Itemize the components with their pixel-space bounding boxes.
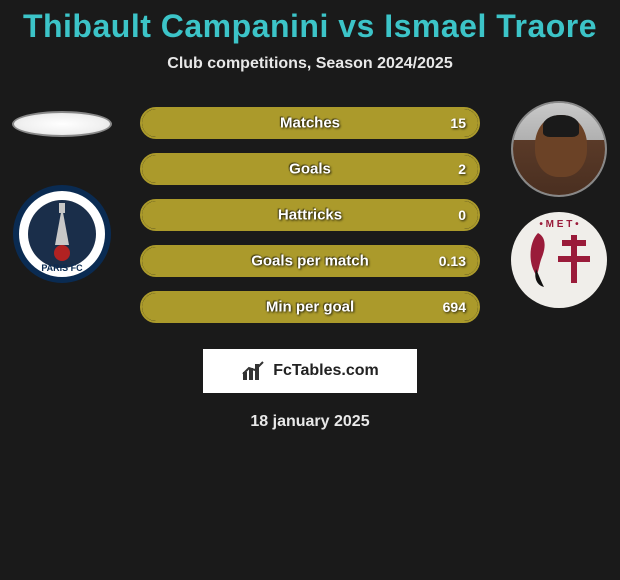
- brand-chart-icon: [241, 360, 267, 382]
- player-left-photo: [12, 111, 112, 137]
- stat-bar-label: Matches: [280, 115, 340, 132]
- player-right-photo: [511, 101, 607, 197]
- stat-bar-label: Goals per match: [251, 253, 369, 270]
- stat-bar: Goals 2: [140, 153, 480, 185]
- svg-text:• M E T •: • M E T •: [539, 219, 579, 230]
- stat-bar-label: Goals: [289, 161, 331, 178]
- stat-bar-value-right: 0.13: [439, 253, 466, 269]
- stat-bar-value-right: 0: [458, 207, 466, 223]
- page-title: Thibault Campanini vs Ismael Traore: [23, 8, 597, 45]
- stat-bar: Min per goal 694: [140, 291, 480, 323]
- player-right-column: • M E T •: [510, 101, 608, 309]
- stat-bar-label: Hattricks: [278, 207, 342, 224]
- svg-text:PARIS FC: PARIS FC: [41, 263, 83, 273]
- stat-bar-label: Min per goal: [266, 299, 354, 316]
- club-right-badge: • M E T •: [510, 211, 608, 309]
- brand-badge[interactable]: FcTables.com: [203, 349, 417, 393]
- subtitle: Club competitions, Season 2024/2025: [167, 55, 452, 73]
- stat-bar: Goals per match 0.13: [140, 245, 480, 277]
- comparison-row: PARIS FC Matches 15 Goals 2 Hattricks 0 Goals …: [0, 107, 620, 323]
- stat-bar: Matches 15: [140, 107, 480, 139]
- date-text: 18 january 2025: [250, 413, 369, 431]
- club-left-badge: PARIS FC: [13, 185, 111, 283]
- stat-bar-value-right: 694: [443, 299, 466, 315]
- stat-bars: Matches 15 Goals 2 Hattricks 0 Goals per match…: [140, 107, 480, 323]
- player-left-column: PARIS FC: [12, 101, 112, 283]
- stat-bar-value-right: 2: [458, 161, 466, 177]
- stat-bar: Hattricks 0: [140, 199, 480, 231]
- brand-text: FcTables.com: [273, 362, 379, 380]
- stat-bar-value-right: 15: [450, 115, 466, 131]
